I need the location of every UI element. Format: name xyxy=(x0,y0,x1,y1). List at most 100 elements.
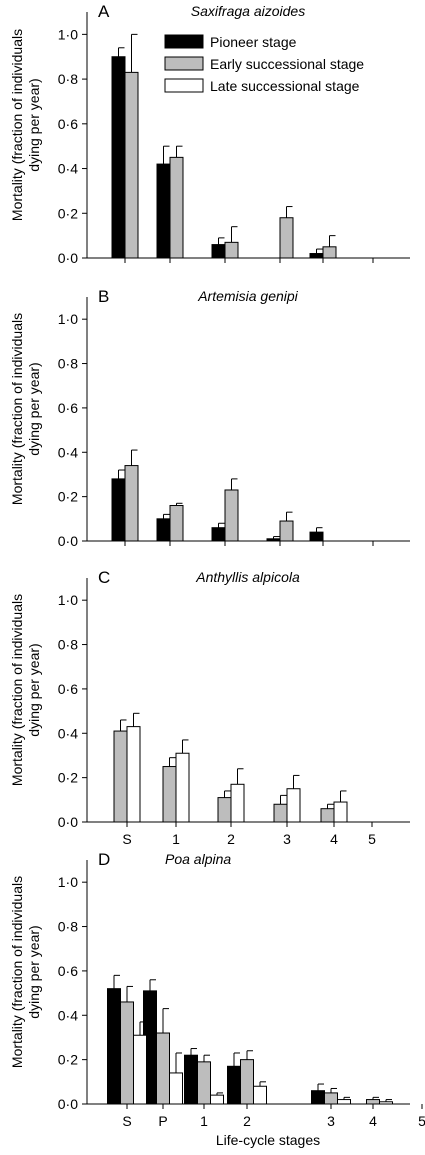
bar-pioneer xyxy=(156,163,171,259)
x-tick-label: 1 xyxy=(172,831,180,847)
bar-early xyxy=(322,246,337,259)
x-tick-label: P xyxy=(158,1113,167,1129)
bar-early xyxy=(279,217,294,259)
bar-late xyxy=(333,801,348,823)
bar-pioneer xyxy=(111,56,126,259)
bar-pioneer xyxy=(309,531,324,542)
bar-late xyxy=(286,788,301,823)
x-tick-label: 3 xyxy=(327,1113,335,1129)
panel-a: 0·0 0·2 0·4 0·6 0·8 1·0 A Saxifraga aizoides Mor… xyxy=(9,2,410,266)
bar-late xyxy=(230,783,245,823)
y-tick-label: 0·6 xyxy=(58,681,78,697)
bar-early xyxy=(197,1061,211,1105)
x-tick-label: S xyxy=(122,831,131,847)
y-axis-label-line2: dying per year) xyxy=(26,643,42,736)
x-tick-label: 5 xyxy=(418,1113,425,1129)
x-tick-label: 1 xyxy=(200,1113,208,1129)
x-tick-label: S xyxy=(122,1113,131,1129)
panel-letter: C xyxy=(98,568,110,587)
panel-letter: D xyxy=(98,850,110,869)
bar-early xyxy=(217,797,232,823)
y-axis-label: Mortality (fraction of individualsdying … xyxy=(9,594,42,786)
legend-swatch-early xyxy=(164,56,204,71)
bar-early xyxy=(224,241,239,259)
y-axis-label-line1: Mortality (fraction of individuals xyxy=(9,876,25,1068)
x-tick-label: 2 xyxy=(227,831,235,847)
bar-pioneer xyxy=(111,478,126,542)
bar-late xyxy=(253,1085,267,1105)
panel-title: Artemisia genipi xyxy=(197,288,298,304)
panel-letter: A xyxy=(98,2,110,21)
bar-pioneer xyxy=(156,518,171,542)
y-tick-label: 1·0 xyxy=(58,311,78,327)
bar-pioneer xyxy=(107,988,121,1105)
y-axis-label: Mortality (fraction of individualsdying … xyxy=(9,29,42,221)
bar-pioneer xyxy=(309,253,324,259)
bar-early xyxy=(169,505,184,542)
bar-late xyxy=(337,1099,351,1105)
y-axis-label-line2: dying per year) xyxy=(26,78,42,171)
panel-title: Saxifraga aizoides xyxy=(191,3,305,19)
x-tick-label: 4 xyxy=(369,1113,377,1129)
bar-early xyxy=(120,1001,134,1105)
bar-pioneer xyxy=(211,244,226,259)
bar-late xyxy=(379,1101,393,1105)
x-tick-label: 4 xyxy=(330,831,338,847)
panel-title: Anthyllis alpicola xyxy=(195,569,300,585)
y-tick-label: 0·8 xyxy=(58,356,78,372)
legend-swatch-pioneer xyxy=(164,34,204,49)
bar-early xyxy=(240,1059,254,1105)
y-tick-label: 0·2 xyxy=(58,1052,78,1068)
y-tick-label: 0·2 xyxy=(58,770,78,786)
legend-label-early: Early successional stage xyxy=(210,56,364,72)
legend: Pioneer stage Early successional stage L… xyxy=(164,34,364,94)
panel-title: Poa alpina xyxy=(165,851,231,867)
y-tick-label: 0·4 xyxy=(58,444,78,460)
y-tick-label: 0·6 xyxy=(58,116,78,132)
legend-label-pioneer: Pioneer stage xyxy=(210,34,297,50)
y-tick-label: 0·6 xyxy=(58,963,78,979)
y-tick-label: 0·4 xyxy=(58,1007,78,1023)
y-tick-label: 0·8 xyxy=(58,637,78,653)
bar-late xyxy=(210,1094,224,1105)
bar-early xyxy=(113,730,128,823)
y-tick-label: 1·0 xyxy=(58,874,78,890)
bar-late xyxy=(126,726,141,823)
bar-early xyxy=(169,156,184,259)
bar-early xyxy=(124,465,139,542)
y-axis-label-line2: dying per year) xyxy=(26,925,42,1018)
panel-b: 0·0 0·2 0·4 0·6 0·8 1·0 B Artemisia genipi Morta… xyxy=(9,287,410,549)
y-tick-label: 0·4 xyxy=(58,161,78,177)
x-axis-label: Life-cycle stages xyxy=(216,1132,320,1148)
y-tick-label: 0·4 xyxy=(58,725,78,741)
bar-pioneer xyxy=(266,538,281,542)
legend-label-late: Late successional stage xyxy=(210,78,360,94)
bar-early xyxy=(273,803,288,823)
y-tick-label: 0·0 xyxy=(58,1096,78,1112)
bar-early xyxy=(320,808,335,823)
y-axis-label-line2: dying per year) xyxy=(26,362,42,455)
y-tick-label: 0·6 xyxy=(58,400,78,416)
y-axis-label: Mortality (fraction of individualsdying … xyxy=(9,876,42,1068)
panel-d: 0·0 0·2 0·4 0·6 0·8 1·0 S P 1 2 3 4 5 D Poa alpina Mort… xyxy=(9,850,425,1129)
bar-pioneer xyxy=(311,1090,325,1105)
bar-early xyxy=(324,1092,338,1105)
bar-late xyxy=(169,1072,183,1105)
bar-early xyxy=(156,1032,170,1105)
x-tick-label: 2 xyxy=(243,1113,251,1129)
legend-swatch-late xyxy=(164,78,204,93)
y-tick-label: 0·2 xyxy=(58,489,78,505)
y-tick-label: 1·0 xyxy=(58,592,78,608)
bar-pioneer xyxy=(211,527,226,542)
bar-early xyxy=(279,520,294,542)
bar-early xyxy=(224,489,239,542)
y-tick-label: 0·0 xyxy=(58,814,78,830)
bar-pioneer xyxy=(227,1065,241,1105)
x-tick-label: 5 xyxy=(368,831,376,847)
y-tick-label: 0·0 xyxy=(58,250,78,266)
y-axis-label-line1: Mortality (fraction of individuals xyxy=(9,29,25,221)
panel-c: 0·0 0·2 0·4 0·6 0·8 1·0 S 1 2 3 4 5 C Anthyllis alpic… xyxy=(9,568,410,847)
bar-early xyxy=(366,1099,380,1105)
y-axis-label-line1: Mortality (fraction of individuals xyxy=(9,313,25,505)
